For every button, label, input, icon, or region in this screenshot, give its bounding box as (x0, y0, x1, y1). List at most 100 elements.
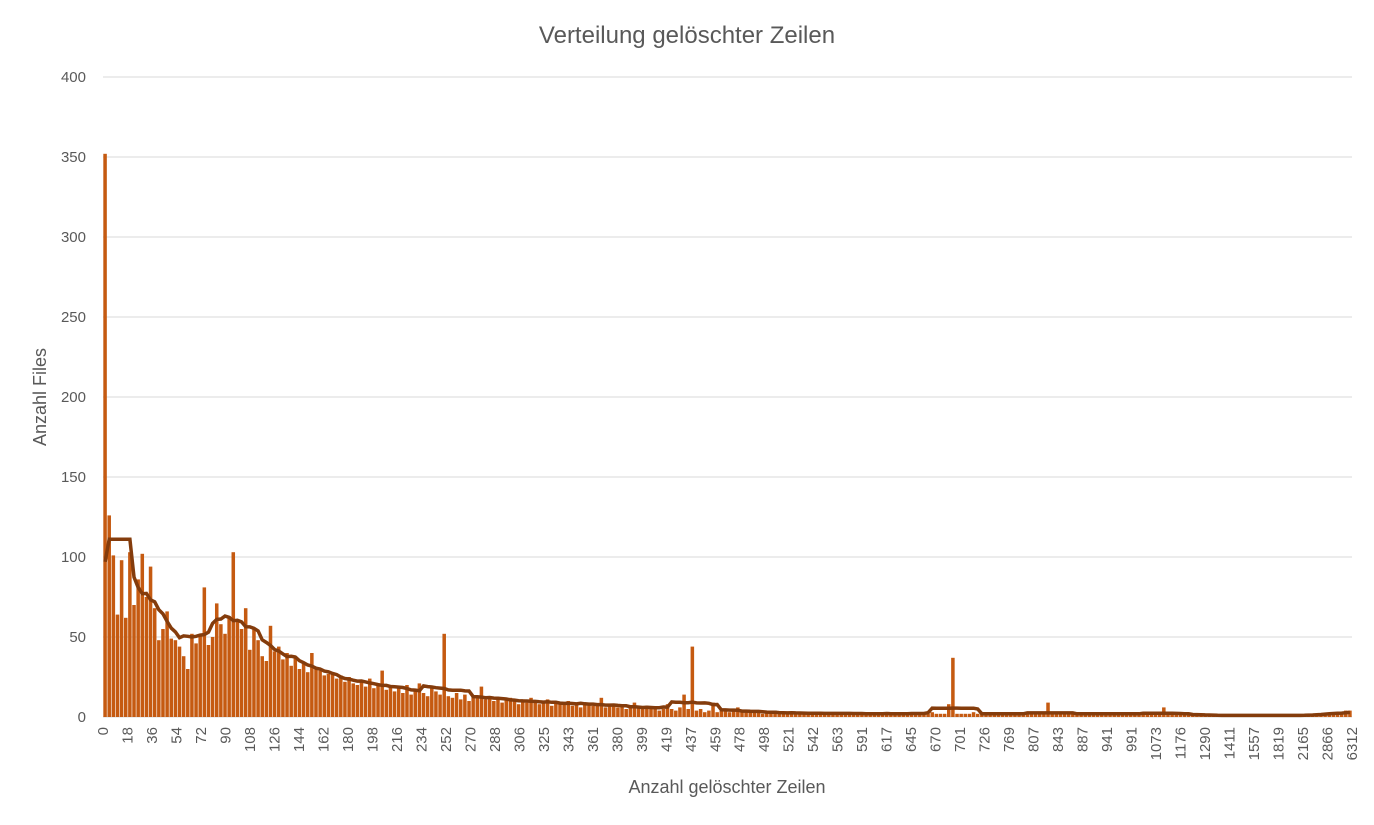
bar (347, 677, 351, 717)
bar (1071, 713, 1075, 717)
bar (620, 705, 624, 717)
x-tick-label: 18 (120, 727, 137, 744)
bar (140, 553, 145, 717)
x-tick-label: 325 (536, 727, 553, 752)
bar (132, 605, 136, 717)
bar (922, 713, 926, 717)
y-tick-label: 100 (61, 549, 86, 566)
bar (227, 616, 231, 717)
bar (765, 712, 769, 717)
bar (549, 705, 554, 717)
bar (649, 709, 653, 717)
bar (612, 704, 616, 717)
bar (1157, 713, 1162, 717)
bar (541, 702, 546, 717)
bar (570, 705, 575, 717)
x-tick-label: 941 (1099, 727, 1116, 752)
bar (748, 710, 753, 717)
bar (938, 713, 943, 717)
bar (558, 702, 562, 717)
x-tick-label: 144 (291, 727, 308, 752)
x-tick-label: 459 (707, 727, 724, 752)
x-tick-label: 1411 (1222, 727, 1239, 759)
x-tick-label: 343 (560, 727, 577, 752)
bar (401, 693, 405, 717)
bar (235, 621, 240, 717)
bar (831, 713, 835, 717)
bar (169, 638, 173, 717)
bar (562, 704, 566, 717)
bar (967, 713, 972, 717)
x-tick-label: 542 (805, 727, 822, 752)
bar (1046, 702, 1050, 717)
bar (645, 705, 649, 717)
bar (516, 704, 521, 717)
bar (434, 691, 438, 717)
bar (301, 662, 306, 717)
trendline (103, 537, 1351, 718)
bar (413, 689, 418, 717)
bar (487, 696, 492, 717)
x-tick-label: 563 (830, 727, 847, 752)
y-tick-label: 400 (61, 69, 86, 86)
bar (607, 705, 612, 717)
x-tick-label: 2866 (1320, 727, 1337, 760)
bar (744, 712, 748, 717)
x-tick-label: 1176 (1173, 727, 1190, 759)
bar (1174, 713, 1178, 717)
bar (574, 702, 579, 717)
bar (851, 713, 856, 717)
bar (843, 713, 848, 717)
bar (657, 710, 662, 717)
bar (698, 709, 703, 717)
bar (500, 702, 504, 717)
bar (334, 678, 339, 717)
bar (297, 669, 302, 717)
bar (1062, 713, 1067, 717)
bar (942, 713, 947, 717)
bar (289, 665, 293, 717)
bar (1058, 713, 1063, 717)
x-tick-label: 180 (340, 727, 357, 752)
bar (231, 552, 236, 717)
bar (583, 704, 587, 717)
bar (1029, 713, 1034, 717)
bar (934, 713, 939, 717)
bar (640, 709, 645, 717)
x-tick-label: 670 (928, 727, 945, 752)
bar (690, 646, 695, 717)
bar (330, 672, 335, 717)
bar (343, 681, 347, 717)
bar (248, 649, 252, 717)
x-tick-label: 6312 (1344, 727, 1361, 760)
bar (136, 579, 140, 717)
bar (264, 661, 269, 717)
bar (326, 673, 331, 717)
bar (314, 669, 318, 717)
y-tick-label: 350 (61, 149, 86, 166)
bar (963, 713, 968, 717)
x-tick-label: 54 (169, 727, 186, 744)
bar (715, 712, 719, 717)
x-tick-label: 216 (389, 727, 406, 752)
bar (727, 712, 732, 717)
bar (1166, 713, 1170, 717)
bar (293, 656, 298, 717)
bar (752, 712, 757, 717)
bar (210, 637, 215, 717)
bar (190, 633, 194, 717)
bar (1033, 713, 1038, 717)
bar (128, 552, 132, 717)
bar (285, 653, 289, 717)
x-tick-label: 617 (879, 727, 896, 752)
bar (467, 701, 471, 717)
bar (736, 707, 740, 717)
bar (206, 645, 211, 717)
bar (115, 614, 120, 717)
y-gridlines (103, 76, 1352, 718)
bar (508, 697, 513, 717)
bar (802, 713, 806, 717)
bar (707, 710, 711, 717)
bar (1145, 713, 1150, 717)
x-tick-label: 198 (364, 727, 381, 752)
